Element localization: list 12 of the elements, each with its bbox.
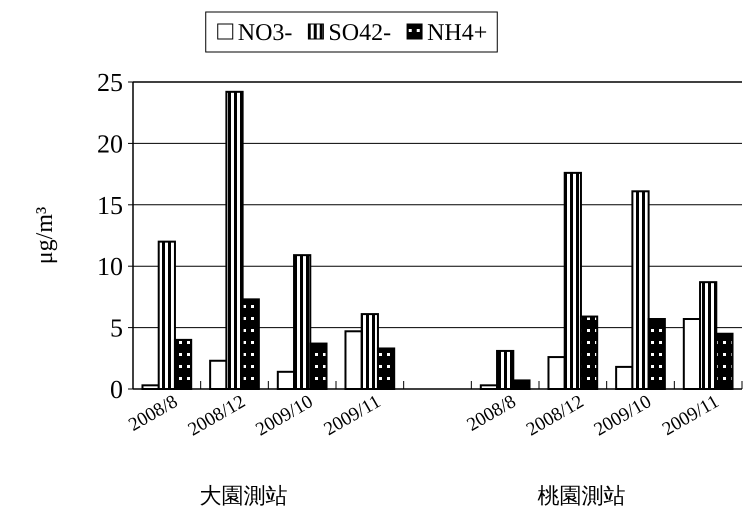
text: 大園測站 <box>199 483 288 508</box>
y-tick-label: 25 <box>97 68 123 97</box>
y-tick-label: 0 <box>110 375 123 404</box>
y-tick-label: 5 <box>110 314 123 343</box>
y-tick-label: 20 <box>97 129 123 158</box>
legend-label: NH4+ <box>427 20 488 46</box>
y-tick-label: 15 <box>97 190 123 220</box>
legend-label: SO42- <box>328 20 392 46</box>
y-axis-title: μg/m³ <box>32 206 58 264</box>
y-tick-label: 10 <box>97 252 123 282</box>
text: 桃園測站 <box>538 483 626 508</box>
legend-label: NO3- <box>238 20 292 46</box>
